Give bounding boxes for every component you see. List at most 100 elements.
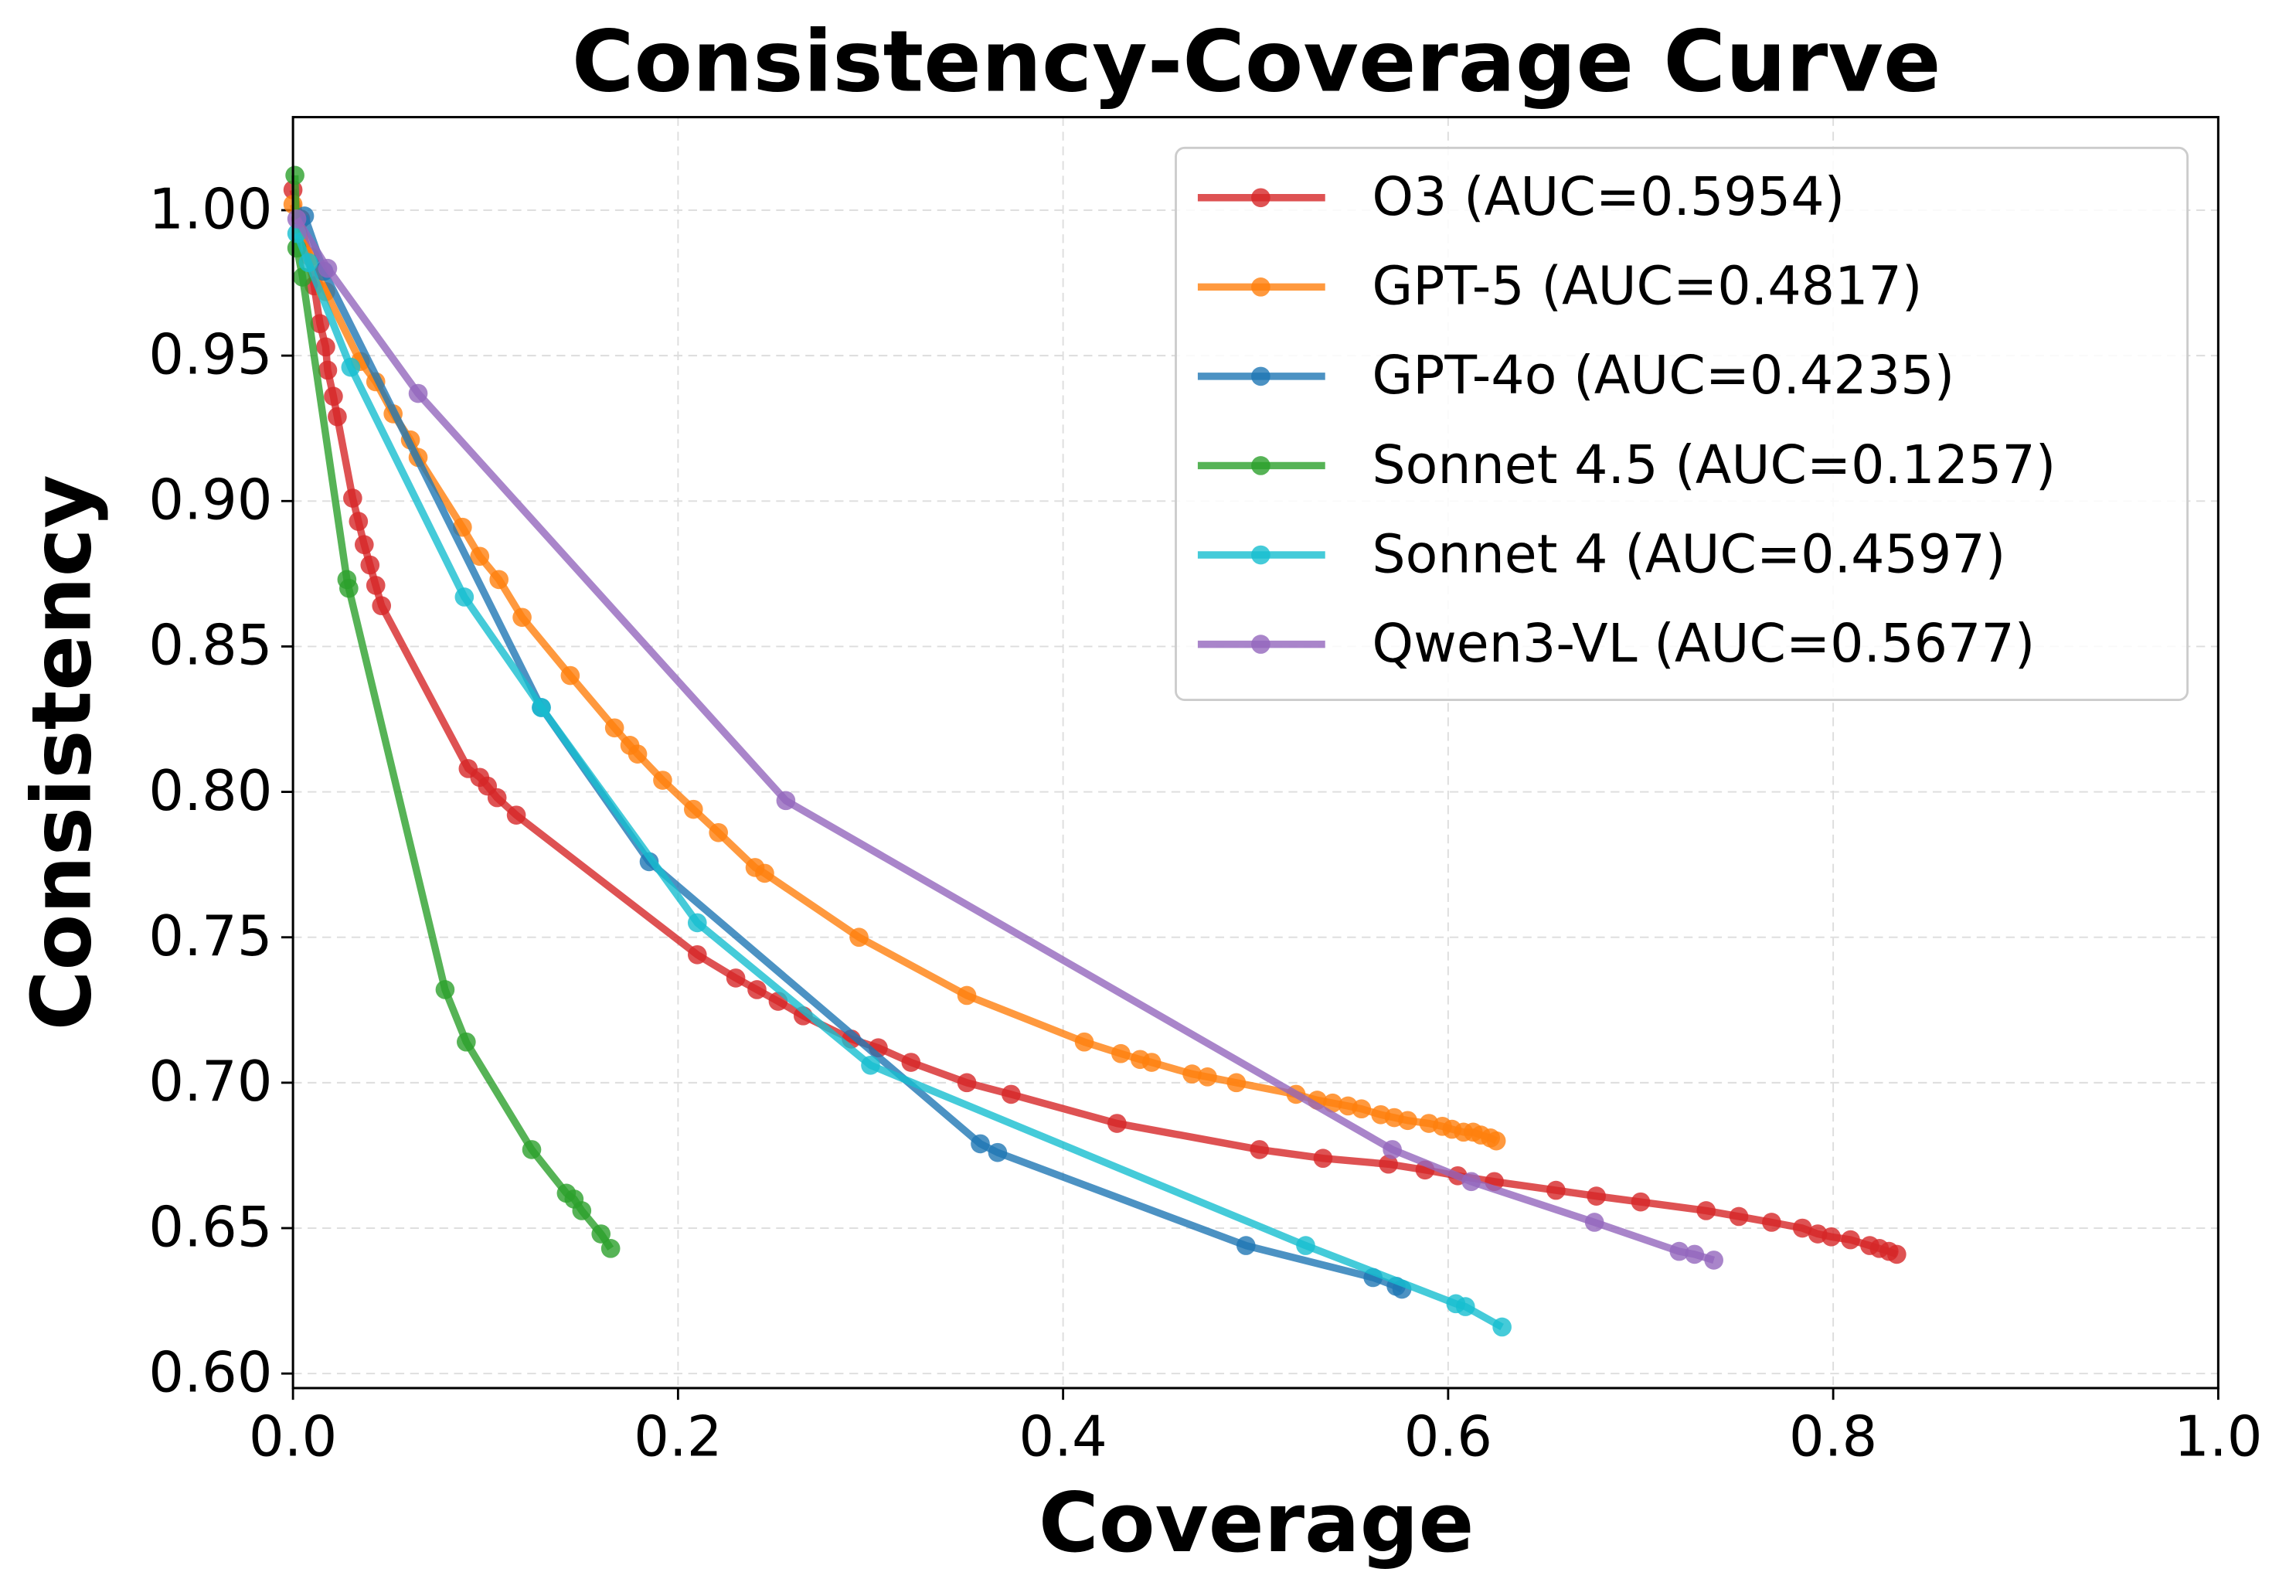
data-point bbox=[1313, 1149, 1333, 1169]
data-point bbox=[328, 407, 347, 427]
data-point bbox=[489, 570, 509, 590]
data-point bbox=[849, 927, 869, 948]
data-point bbox=[1002, 1084, 1021, 1104]
data-point bbox=[339, 578, 359, 598]
data-point bbox=[1461, 1172, 1481, 1192]
legend-marker bbox=[1251, 635, 1270, 654]
x-tick-label: 0.4 bbox=[1019, 1404, 1107, 1469]
data-point bbox=[604, 718, 624, 738]
data-point bbox=[293, 267, 312, 287]
y-tick-label: 0.65 bbox=[148, 1194, 272, 1259]
data-point bbox=[506, 805, 526, 825]
data-point bbox=[1107, 1114, 1127, 1133]
y-tick-label: 0.60 bbox=[148, 1339, 272, 1404]
y-tick-label: 1.00 bbox=[148, 176, 272, 241]
data-point bbox=[687, 944, 707, 965]
data-point bbox=[318, 258, 338, 278]
series-line bbox=[289, 202, 1498, 1145]
data-point bbox=[988, 1142, 1008, 1162]
x-tick-label: 0.2 bbox=[634, 1404, 722, 1469]
data-point bbox=[971, 1134, 990, 1154]
y-tick-label: 0.95 bbox=[148, 322, 272, 386]
legend-marker bbox=[1251, 545, 1270, 565]
legend: O3 (AUC=0.5954) GPT-5 (AUC=0.4817) GPT-4o … bbox=[1175, 146, 2189, 701]
y-tick-label: 0.85 bbox=[148, 613, 272, 678]
legend-marker bbox=[1251, 188, 1270, 208]
data-point bbox=[591, 1224, 611, 1244]
data-point bbox=[470, 546, 490, 567]
data-point bbox=[372, 596, 392, 616]
y-tick-label: 0.90 bbox=[148, 468, 272, 533]
data-point bbox=[1887, 1244, 1907, 1264]
data-point bbox=[285, 165, 304, 185]
data-point bbox=[572, 1201, 592, 1220]
data-point bbox=[1729, 1206, 1749, 1227]
data-point bbox=[298, 253, 318, 273]
series-line bbox=[291, 175, 614, 1251]
x-tick-label: 0.0 bbox=[249, 1404, 337, 1469]
data-point bbox=[1141, 1053, 1162, 1072]
x-tick-label: 0.6 bbox=[1404, 1404, 1492, 1469]
data-point bbox=[628, 744, 648, 764]
data-point bbox=[1352, 1099, 1372, 1119]
data-point bbox=[1236, 1236, 1256, 1255]
data-point bbox=[487, 788, 507, 808]
y-tick-label: 0.70 bbox=[148, 1049, 272, 1114]
y-axis-label: Consistency bbox=[15, 475, 111, 1030]
legend-box bbox=[1175, 146, 2189, 701]
data-point bbox=[349, 512, 369, 531]
data-point bbox=[1587, 1186, 1607, 1206]
data-point bbox=[1182, 1064, 1202, 1084]
data-point bbox=[687, 913, 707, 933]
data-point bbox=[522, 1140, 542, 1159]
data-point bbox=[324, 386, 343, 407]
data-point bbox=[1323, 1093, 1342, 1113]
data-point bbox=[366, 576, 386, 595]
grid: 0.0 0.2 0.4 0.6 0.8 1.0 0.60 0.65 0.70 0.75 0.80 0.… bbox=[148, 117, 2263, 1469]
data-point bbox=[1486, 1131, 1506, 1151]
legend-marker bbox=[1251, 366, 1270, 386]
data-point bbox=[1584, 1213, 1604, 1232]
data-point bbox=[1455, 1297, 1475, 1316]
data-point bbox=[1631, 1192, 1651, 1212]
data-point bbox=[901, 1053, 921, 1072]
data-point bbox=[1074, 1032, 1094, 1052]
x-tick-label: 1.0 bbox=[2174, 1404, 2262, 1469]
data-point bbox=[354, 535, 374, 555]
data-point bbox=[1669, 1241, 1689, 1261]
legend-marker bbox=[1251, 277, 1270, 297]
series-line bbox=[301, 214, 1404, 1293]
data-point bbox=[1546, 1180, 1566, 1200]
data-point bbox=[316, 337, 335, 357]
data-point bbox=[709, 822, 728, 842]
data-point bbox=[457, 1032, 476, 1052]
data-point bbox=[600, 1239, 621, 1258]
data-point bbox=[861, 1055, 880, 1075]
data-point bbox=[287, 209, 307, 229]
data-point bbox=[360, 555, 380, 575]
legend-label: GPT-5 (AUC=0.4817) bbox=[1372, 257, 1922, 318]
data-point bbox=[1398, 1111, 1417, 1131]
data-point bbox=[726, 968, 746, 988]
data-point bbox=[1492, 1317, 1512, 1337]
data-point bbox=[683, 799, 703, 819]
data-point bbox=[512, 607, 532, 628]
data-point bbox=[532, 698, 551, 717]
data-point bbox=[408, 383, 428, 403]
data-point bbox=[1250, 1140, 1270, 1159]
data-point bbox=[776, 791, 796, 811]
data-point bbox=[1383, 1140, 1402, 1159]
legend-label: O3 (AUC=0.5954) bbox=[1372, 167, 1845, 228]
y-tick-label: 0.80 bbox=[148, 758, 272, 823]
legend-label: Sonnet 4.5 (AUC=0.1257) bbox=[1372, 435, 2056, 496]
data-point bbox=[653, 771, 672, 790]
plot-area bbox=[283, 165, 1907, 1337]
legend-marker bbox=[1251, 456, 1270, 475]
data-point bbox=[1226, 1073, 1247, 1093]
y-tick-label: 0.75 bbox=[148, 903, 272, 968]
data-point bbox=[310, 314, 330, 334]
data-point bbox=[1841, 1230, 1860, 1250]
data-point bbox=[747, 980, 767, 999]
data-point bbox=[1685, 1244, 1705, 1264]
data-point bbox=[1198, 1067, 1217, 1087]
